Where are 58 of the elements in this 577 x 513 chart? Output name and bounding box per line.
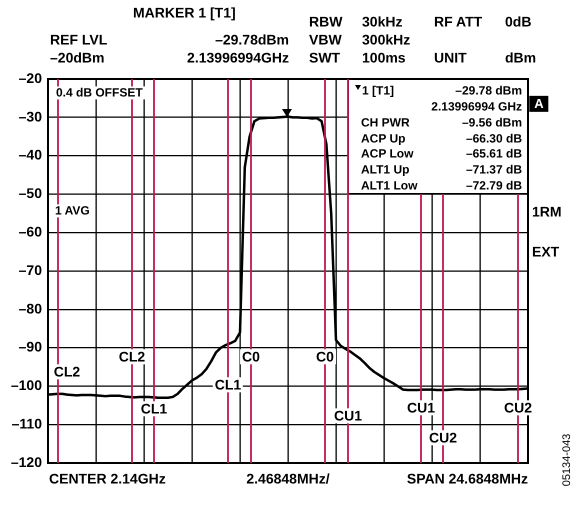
annotation: CL1	[212, 376, 244, 393]
annotation: –9.56 dBm	[462, 115, 522, 130]
text: SPAN 24.6848MHz	[406, 470, 528, 487]
y-tick-label: –70	[18, 262, 42, 278]
text: A	[529, 96, 549, 112]
annotation: 1 [T1]	[362, 83, 394, 98]
text: 2.46848MHz/	[246, 470, 330, 487]
text: RBW	[309, 13, 342, 30]
y-tick-label: –110	[12, 415, 42, 432]
y-tick-label: –80	[18, 300, 42, 316]
text: UNIT	[434, 49, 467, 66]
annotation: ACP Up	[361, 131, 406, 146]
text: REF LVL	[50, 31, 108, 48]
annotation: –66.30 dB	[466, 131, 522, 146]
annotation: ALT1 Up	[361, 162, 410, 177]
y-tick-label: –120	[10, 454, 42, 470]
text: 0dB	[505, 13, 532, 30]
annotation: 0.4 dB OFFSET	[54, 85, 145, 100]
text: 300kHz	[362, 31, 410, 48]
text: –20dBm	[50, 49, 104, 66]
text: 2.13996994GHz	[187, 49, 289, 66]
y-tick-label: –30	[18, 108, 42, 124]
annotation: C0	[240, 348, 262, 365]
text: EXT	[532, 243, 560, 260]
annotation: ALT1 Low	[361, 178, 418, 193]
text: –29.78dBm	[215, 31, 289, 48]
annotation: C0	[314, 348, 336, 365]
annotation: CU2	[502, 399, 534, 416]
text: 05134-043	[560, 434, 574, 486]
annotation: CU1	[332, 407, 364, 424]
text: SWT	[309, 49, 340, 66]
text: 100ms	[362, 49, 406, 66]
text: CENTER 2.14GHz	[49, 470, 166, 487]
annotation: –29.78 dBm	[455, 83, 522, 98]
text: RF ATT	[434, 13, 482, 30]
annotation: 1 AVG	[53, 203, 92, 218]
y-tick-label: –50	[18, 185, 42, 202]
text: VBW	[309, 31, 342, 48]
annotation: –65.61 dB	[466, 146, 522, 161]
annotation: CH PWR	[361, 115, 410, 130]
y-tick-label: –90	[18, 338, 42, 355]
text: 1RM	[532, 203, 562, 220]
y-tick-label: –100	[10, 377, 42, 394]
annotation: –71.37 dB	[466, 162, 522, 177]
y-tick-label: –20	[18, 70, 42, 86]
annotation: CL2	[116, 348, 148, 365]
y-tick-label: –40	[18, 146, 42, 163]
y-tick-label: –60	[18, 223, 42, 240]
annotation: CU1	[404, 399, 438, 416]
annotation: –72.79 dB	[466, 178, 522, 193]
text: 30kHz	[362, 13, 402, 30]
text: MARKER 1 [T1]	[133, 4, 236, 21]
annotation: CL1	[138, 400, 170, 417]
annotation: 2.13996994 GHz	[431, 99, 522, 114]
annotation: ACP Low	[361, 146, 414, 161]
text: dBm	[505, 49, 536, 66]
annotation: CL2	[52, 363, 82, 380]
annotation: CU2	[426, 429, 460, 446]
